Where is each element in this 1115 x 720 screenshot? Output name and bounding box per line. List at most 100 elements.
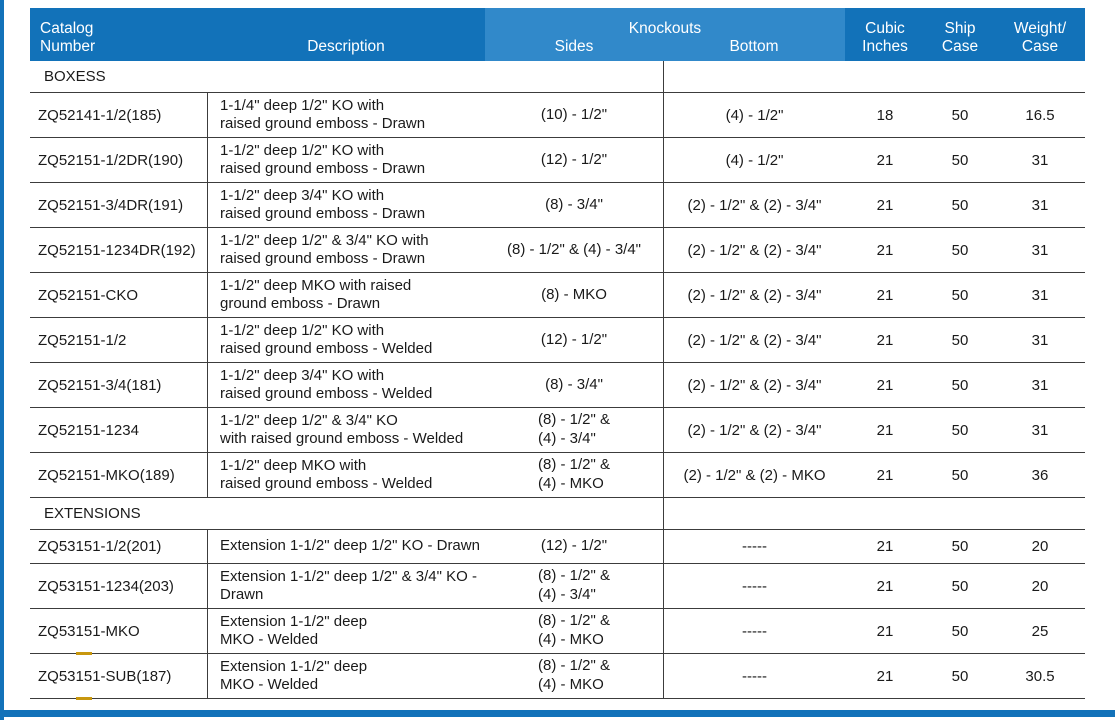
cell-knockouts-sides: (8) - 1/2" & (4) - MKO xyxy=(537,657,610,693)
section-label: EXTENSIONS xyxy=(44,505,141,522)
section-label: BOXESS xyxy=(44,68,106,85)
cell-description: Extension 1-1/2" deep 1/2" KO - Drawn xyxy=(207,530,485,563)
cell-catalog-number: ZQ53151-MKO xyxy=(30,609,207,655)
cell-description: 1-1/2" deep 1/2" & 3/4" KO with raised g… xyxy=(207,228,485,272)
cell-knockouts-bottom: (2) - 1/2" & (2) - 3/4" xyxy=(663,363,845,407)
cell-cubic-inches: 21 xyxy=(876,286,894,304)
cell-catalog-number: ZQ52151-1234 xyxy=(38,421,139,439)
table-row: ZQ52151-1234 1-1/2" deep 1/2" & 3/4" KO w… xyxy=(30,408,1085,453)
cell-ship-case: 50 xyxy=(951,538,969,555)
table-row: ZQ52151-1/2 1-1/2" deep 1/2" KO with rais… xyxy=(30,318,1085,363)
cell-description: Extension 1-1/2" deep 1/2" & 3/4" KO - D… xyxy=(207,564,485,608)
cell-knockouts-bottom: ----- xyxy=(663,654,845,698)
cell-cubic-inches: 21 xyxy=(876,466,894,484)
page-left-border xyxy=(0,0,4,720)
cell-description: 1-1/2" deep 3/4" KO with raised ground e… xyxy=(207,183,485,227)
header-description: Description xyxy=(307,38,385,56)
header-knockouts: Knockouts xyxy=(628,20,702,38)
cell-catalog-number: ZQ52151-MKO(189) xyxy=(38,466,175,484)
cell-knockouts-sides: (8) - 1/2" & (4) - MKO xyxy=(537,456,610,492)
cell-knockouts-sides: (8) - 1/2" & (4) - 3/4" xyxy=(506,240,642,258)
cell-ship-case: 50 xyxy=(951,106,969,124)
accent-dash xyxy=(76,697,92,700)
cell-weight-case: 20 xyxy=(1031,538,1049,555)
cell-catalog-number: ZQ52151-CKO xyxy=(38,286,139,304)
cell-description: 1-1/2" deep 1/2" KO with raised ground e… xyxy=(207,318,485,362)
cell-catalog-number: ZQ52151-1234DR(192) xyxy=(38,241,196,259)
table-row: ZQ52151-3/4(181) 1-1/2" deep 3/4" KO with… xyxy=(30,363,1085,408)
cell-knockouts-sides: (8) - 1/2" & (4) - 3/4" xyxy=(537,567,610,603)
cell-description: 1-1/2" deep 1/2" & 3/4" KO with raised g… xyxy=(207,408,485,452)
cell-weight-case: 25 xyxy=(1031,622,1049,640)
cell-weight-case: 31 xyxy=(1031,151,1049,169)
cell-description: 1-1/4" deep 1/2" KO with raised ground e… xyxy=(207,93,485,137)
cell-cubic-inches: 21 xyxy=(876,421,894,439)
cell-weight-case: 31 xyxy=(1031,241,1049,259)
cell-ship-case: 50 xyxy=(951,421,969,439)
cell-weight-case: 20 xyxy=(1031,577,1049,595)
cell-catalog-number: ZQ52151-1/2DR(190) xyxy=(38,151,184,169)
cell-catalog-number: ZQ52151-1/2 xyxy=(38,331,127,349)
cell-knockouts-sides: (8) - 3/4" xyxy=(545,195,603,213)
cell-catalog-number: ZQ52141-1/2(185) xyxy=(38,106,162,124)
cell-catalog-number: ZQ53151-1/2(201) xyxy=(38,538,162,555)
cell-knockouts-bottom: (4) - 1/2" xyxy=(663,93,845,137)
cell-knockouts-bottom: (2) - 1/2" & (2) - MKO xyxy=(663,453,845,497)
header-ship-case: Ship Case xyxy=(941,20,979,56)
cell-weight-case: 31 xyxy=(1031,286,1049,304)
table-row: ZQ53151-1234(203) Extension 1-1/2" deep 1… xyxy=(30,564,1085,609)
cell-weight-case: 16.5 xyxy=(1025,106,1055,124)
cell-knockouts-bottom: (2) - 1/2" & (2) - 3/4" xyxy=(663,228,845,272)
table-row: ZQ52151-CKO 1-1/2" deep MKO with raised g… xyxy=(30,273,1085,318)
table-row: ZQ52151-1/2DR(190) 1-1/2" deep 1/2" KO wi… xyxy=(30,138,1085,183)
cell-ship-case: 50 xyxy=(951,667,969,685)
header-knockouts-group: Knockouts Sides Bottom xyxy=(485,8,845,61)
header-knockouts-bottom: Bottom xyxy=(729,38,779,56)
cell-description: 1-1/2" deep 3/4" KO with raised ground e… xyxy=(207,363,485,407)
header-cubic-inches: Cubic Inches xyxy=(862,20,908,56)
cell-catalog-number: ZQ52151-3/4(181) xyxy=(38,376,162,394)
accent-dash xyxy=(76,652,92,655)
cell-weight-case: 31 xyxy=(1031,376,1049,394)
catalog-table: Catalog Number Description Knockouts Sid… xyxy=(30,8,1085,700)
cell-weight-case: 30.5 xyxy=(1025,667,1055,685)
table-row: ZQ52141-1/2(185) 1-1/4" deep 1/2" KO with… xyxy=(30,93,1085,138)
cell-knockouts-bottom: ----- xyxy=(663,609,845,653)
cell-cubic-inches: 21 xyxy=(876,538,894,555)
table-row: ZQ52151-MKO(189) 1-1/2" deep MKO with rai… xyxy=(30,453,1085,498)
cell-knockouts-bottom: (2) - 1/2" & (2) - 3/4" xyxy=(663,408,845,452)
cell-cubic-inches: 21 xyxy=(876,151,894,169)
table-row: ZQ52151-3/4DR(191) 1-1/2" deep 3/4" KO wi… xyxy=(30,183,1085,228)
cell-knockouts-bottom: (2) - 1/2" & (2) - 3/4" xyxy=(663,318,845,362)
cell-cubic-inches: 21 xyxy=(876,331,894,349)
cell-ship-case: 50 xyxy=(951,577,969,595)
cell-knockouts-sides: (10) - 1/2" xyxy=(540,105,608,123)
cell-catalog-number: ZQ53151-1234(203) xyxy=(38,577,174,595)
cell-cubic-inches: 21 xyxy=(876,376,894,394)
section-row: BOXESS xyxy=(30,61,1085,93)
cell-knockouts-bottom: (2) - 1/2" & (2) - 3/4" xyxy=(663,183,845,227)
cell-description: Extension 1-1/2" deep MKO - Welded xyxy=(207,609,485,653)
cell-knockouts-bottom: ----- xyxy=(663,564,845,608)
cell-knockouts-sides: (8) - 1/2" & (4) - MKO xyxy=(537,612,610,648)
cell-cubic-inches: 21 xyxy=(876,667,894,685)
table-row: ZQ52151-1234DR(192) 1-1/2" deep 1/2" & 3/… xyxy=(30,228,1085,273)
cell-cubic-inches: 21 xyxy=(876,196,894,214)
cell-knockouts-bottom: (2) - 1/2" & (2) - 3/4" xyxy=(663,273,845,317)
section-filler xyxy=(663,498,845,529)
cell-ship-case: 50 xyxy=(951,331,969,349)
cell-ship-case: 50 xyxy=(951,151,969,169)
cell-description: 1-1/2" deep MKO with raised ground embos… xyxy=(207,453,485,497)
cell-cubic-inches: 21 xyxy=(876,241,894,259)
cell-description: 1-1/2" deep MKO with raised ground embos… xyxy=(207,273,485,317)
cell-ship-case: 50 xyxy=(951,241,969,259)
cell-weight-case: 31 xyxy=(1031,331,1049,349)
cell-description: Extension 1-1/2" deep MKO - Welded xyxy=(207,654,485,698)
cell-ship-case: 50 xyxy=(951,196,969,214)
table-header: Catalog Number Description Knockouts Sid… xyxy=(30,8,1085,61)
cell-catalog-number: ZQ52151-3/4DR(191) xyxy=(38,196,184,214)
cell-knockouts-sides: (12) - 1/2" xyxy=(540,537,608,555)
cell-cubic-inches: 18 xyxy=(876,106,894,124)
cell-knockouts-sides: (12) - 1/2" xyxy=(540,150,608,168)
cell-ship-case: 50 xyxy=(951,376,969,394)
